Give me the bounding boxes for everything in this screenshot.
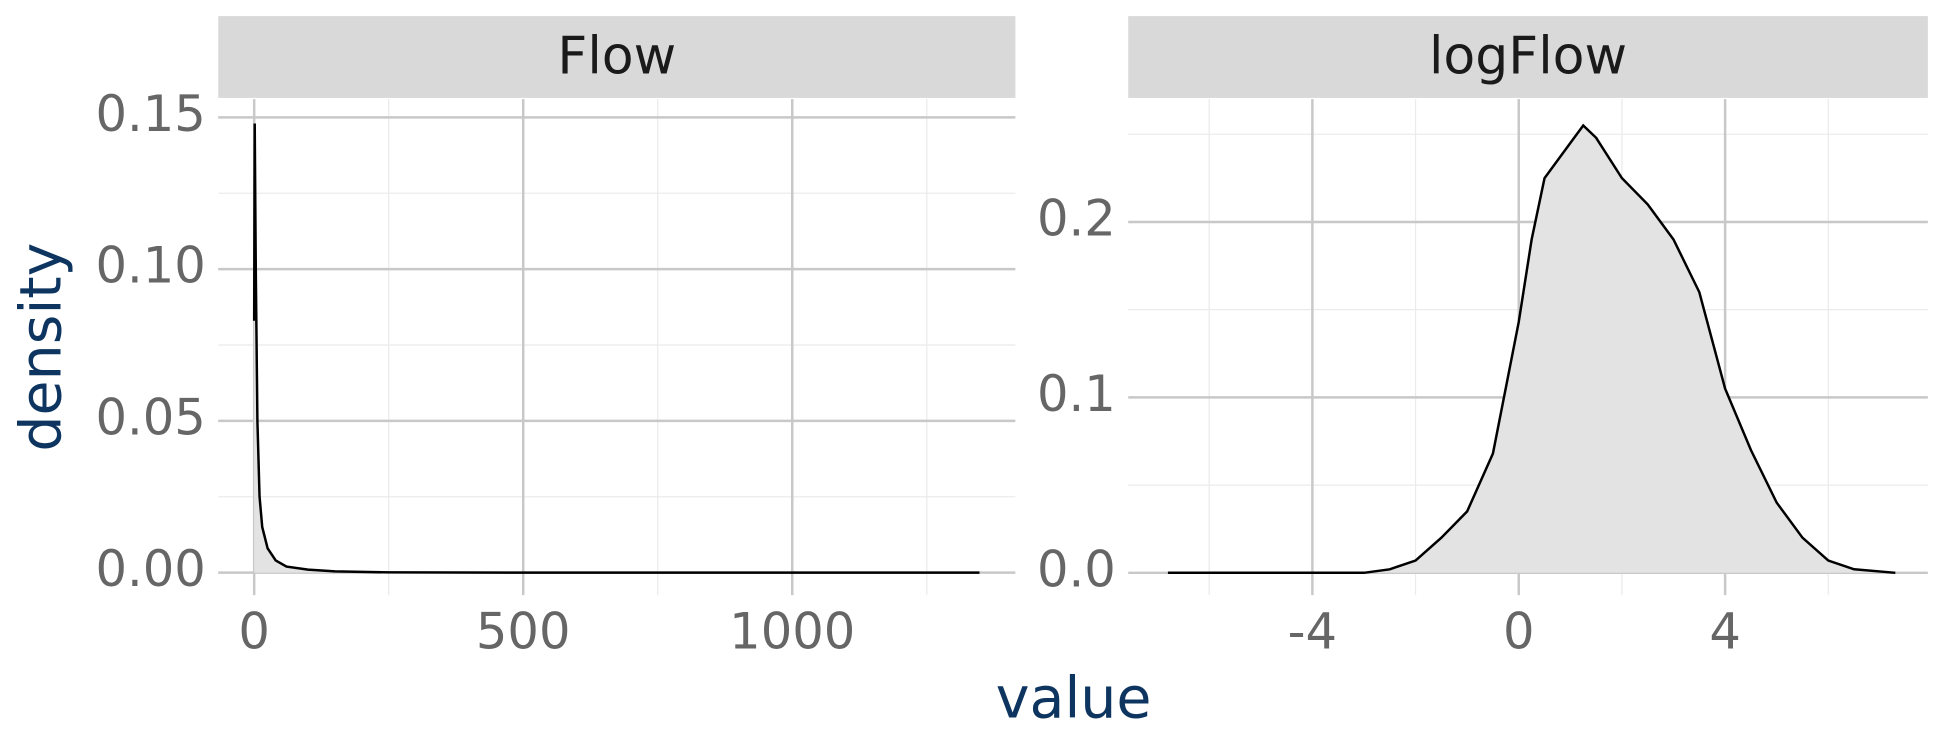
y-tick-label: 0.05 (95, 388, 205, 446)
density-area (1167, 125, 1896, 573)
strip-label: Flow (557, 27, 676, 87)
density-line (252, 123, 980, 574)
x-tick-label: -4 (1288, 602, 1337, 660)
x-tick-label: 500 (476, 602, 571, 660)
y-tick-label: 0.10 (95, 237, 205, 295)
y-tick-label: 0.00 (95, 540, 205, 598)
strip-label: logFlow (1429, 27, 1627, 87)
y-tick-label: 0.0 (1037, 540, 1116, 598)
x-tick-label: 0 (238, 602, 270, 660)
y-tick-label: 0.15 (95, 85, 205, 143)
y-axis-title: density (8, 243, 74, 452)
x-tick-label: 0 (1503, 602, 1535, 660)
density-area (254, 123, 980, 573)
y-tick-label: 0.2 (1037, 189, 1116, 247)
strip (1128, 16, 1928, 98)
y-tick-label: 0.1 (1037, 365, 1116, 423)
strip (218, 16, 1016, 98)
x-tick-label: 4 (1709, 602, 1741, 660)
x-axis-title: value (996, 665, 1152, 731)
density-line (1167, 123, 1896, 575)
x-tick-label: 1000 (729, 602, 855, 660)
